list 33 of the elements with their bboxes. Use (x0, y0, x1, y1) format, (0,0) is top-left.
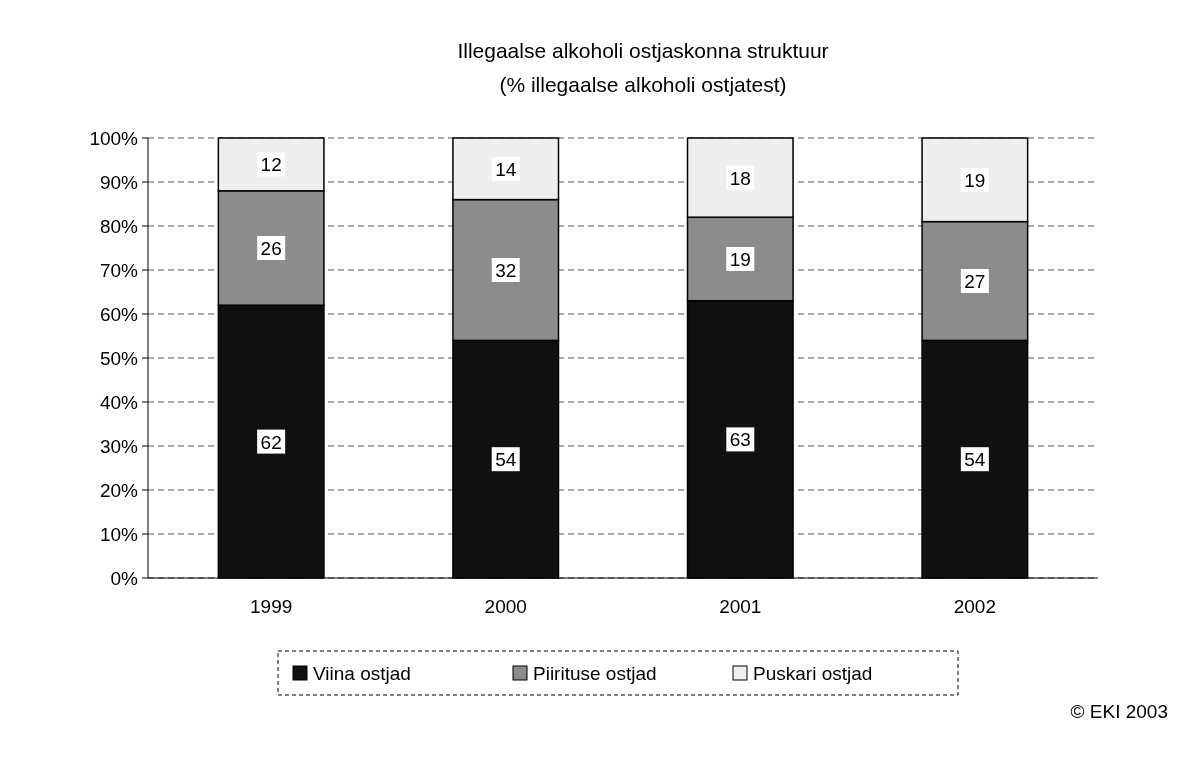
y-tick-label: 90% (99, 172, 139, 193)
x-tick-label: 2001 (719, 596, 762, 617)
data-label: 14 (495, 158, 517, 180)
data-label: 12 (260, 154, 282, 176)
data-label: 19 (964, 169, 986, 191)
y-tick-label: 30% (99, 436, 139, 457)
legend-label: Puskari ostjad (753, 663, 873, 684)
data-label: 26 (260, 238, 282, 259)
x-tick-label: 1999 (250, 596, 293, 617)
data-label: 63 (729, 429, 751, 451)
data-label: 18 (729, 167, 751, 189)
chart-subtitle: (% illegaalse alkoholi ostjatest) (499, 73, 787, 96)
y-tick-label: 0% (110, 568, 139, 589)
text: © EKI 2003 (1070, 701, 1168, 722)
data-label: 19 (729, 249, 751, 270)
y-tick-label: 50% (99, 348, 139, 369)
data-label: 27 (964, 271, 986, 292)
x-tick-label: 2000 (484, 596, 527, 617)
y-tick-label: 80% (99, 216, 139, 237)
data-label: 54 (964, 449, 986, 471)
data-label: 54 (495, 449, 517, 471)
y-tick-label: 40% (99, 392, 139, 413)
y-tick-label: 100% (89, 128, 139, 149)
y-tick-label: 70% (99, 260, 139, 281)
chart-title: Illegaalse alkoholi ostjaskonna struktuur (457, 39, 829, 62)
y-tick-label: 10% (99, 524, 139, 545)
y-tick-label: 60% (99, 304, 139, 325)
legend-label: Piirituse ostjad (533, 663, 657, 684)
y-tick-label: 20% (99, 480, 139, 501)
data-label: 32 (495, 260, 517, 281)
data-label: 62 (260, 431, 282, 453)
legend-label: Viina ostjad (313, 663, 411, 684)
x-tick-label: 2002 (953, 596, 996, 617)
